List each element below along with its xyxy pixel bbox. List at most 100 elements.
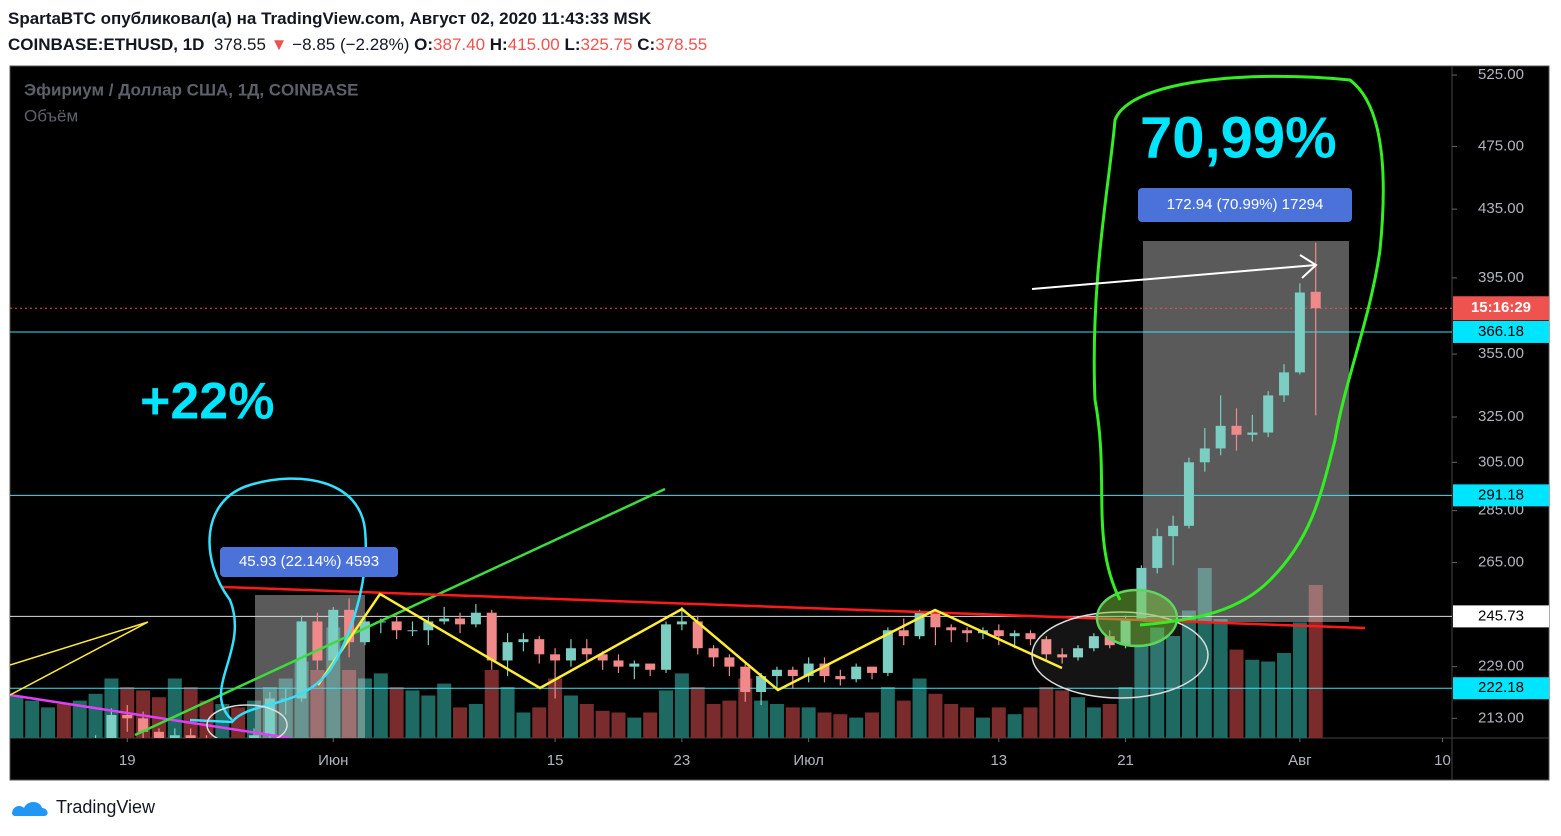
volume-bar bbox=[453, 707, 468, 738]
x-tick-label: Авг bbox=[1288, 752, 1312, 769]
volume-bar bbox=[389, 687, 404, 738]
annotation: +22% bbox=[140, 373, 274, 431]
price-label: 366.18 bbox=[1478, 323, 1524, 340]
candle-body bbox=[153, 731, 164, 738]
candle-body bbox=[1294, 292, 1305, 373]
volume-bar bbox=[1134, 644, 1149, 738]
volume-bar bbox=[516, 712, 531, 738]
candle-body bbox=[1199, 448, 1210, 463]
candle-body bbox=[328, 609, 339, 661]
countdown-box bbox=[1453, 296, 1549, 321]
volume-bar bbox=[437, 683, 452, 738]
candle-body bbox=[1073, 648, 1084, 658]
highlight-ellipse bbox=[206, 704, 288, 738]
volume-bar bbox=[833, 714, 848, 738]
header: SpartaBTC опубликовал(а) на TradingView.… bbox=[8, 6, 707, 58]
candle-body bbox=[993, 630, 1004, 637]
symbol: COINBASE:ETHUSD, 1D bbox=[8, 35, 205, 54]
volume-bar bbox=[896, 700, 911, 738]
volume-bar bbox=[183, 687, 198, 738]
o-label: O: bbox=[414, 35, 434, 54]
volume-bar bbox=[373, 673, 388, 738]
candle-body bbox=[1231, 425, 1242, 435]
volume-bar bbox=[548, 678, 563, 738]
candle-body bbox=[359, 621, 370, 643]
volume-bar bbox=[928, 693, 943, 738]
axes: 525.00 475.00 435.00 395.00 355.00 325.00 305.… bbox=[119, 66, 1549, 769]
candle-body bbox=[138, 718, 149, 732]
volume-bar bbox=[579, 704, 594, 738]
candle-body bbox=[565, 648, 576, 661]
logo-text: TradingView bbox=[56, 796, 156, 817]
candles bbox=[94, 242, 1321, 738]
candle-body bbox=[803, 663, 814, 677]
volume-bar bbox=[500, 687, 515, 738]
candle-body bbox=[106, 714, 117, 738]
legend-volume: Объём bbox=[24, 106, 78, 125]
chart-frame bbox=[9, 65, 1550, 781]
author-line: SpartaBTC опубликовал(а) на TradingView.… bbox=[8, 9, 652, 28]
volume-bar bbox=[1102, 704, 1117, 738]
price-label-box bbox=[1453, 605, 1549, 628]
candle-body bbox=[756, 676, 767, 693]
measure-label-box bbox=[220, 547, 398, 577]
volume-bar bbox=[41, 707, 56, 738]
candle-body bbox=[1041, 639, 1052, 655]
l-label: L: bbox=[564, 35, 581, 54]
volume-bar bbox=[817, 712, 832, 738]
candle-body bbox=[771, 669, 782, 677]
close: 378.55 bbox=[655, 35, 708, 54]
price-label-box bbox=[1453, 677, 1549, 700]
candle-body bbox=[502, 642, 513, 661]
x-tick-label: 23 bbox=[674, 752, 691, 769]
y-tick-label: 265.00 bbox=[1478, 554, 1524, 571]
volume-bar bbox=[72, 700, 87, 738]
trend-line bbox=[10, 693, 291, 738]
volume-bar bbox=[421, 695, 436, 738]
candle-body bbox=[249, 735, 260, 738]
volume-bar bbox=[769, 704, 784, 738]
arrow bbox=[1031, 264, 1317, 290]
candle-body bbox=[1168, 525, 1179, 537]
volume-bar bbox=[468, 704, 483, 738]
volume-bar bbox=[754, 700, 769, 738]
volume-bar bbox=[167, 678, 182, 738]
volume-bar bbox=[849, 717, 864, 738]
candle-body bbox=[1057, 654, 1068, 658]
candle-body bbox=[613, 660, 624, 667]
volume-bar bbox=[1245, 659, 1260, 738]
candle-body bbox=[264, 698, 275, 736]
annotation: 70,99% bbox=[1140, 105, 1337, 170]
change: −8.85 (−2.28%) bbox=[292, 35, 410, 54]
low: 325.75 bbox=[580, 35, 633, 54]
candle-body bbox=[439, 618, 450, 622]
candle-body bbox=[962, 630, 973, 634]
candle-body bbox=[835, 676, 846, 680]
candle-body bbox=[898, 630, 909, 637]
candle-body bbox=[645, 663, 656, 670]
candle-body bbox=[1215, 425, 1226, 449]
candle-body bbox=[1088, 636, 1099, 649]
volume-bar bbox=[880, 687, 895, 738]
y-tick-label: 525.00 bbox=[1478, 66, 1524, 83]
y-tick-label: 213.00 bbox=[1478, 709, 1524, 726]
candle-body bbox=[423, 621, 434, 631]
volume-bar bbox=[231, 707, 246, 738]
candle-body bbox=[1009, 633, 1020, 637]
volume-bar bbox=[1023, 707, 1038, 738]
volume-bar bbox=[1118, 687, 1133, 738]
candle-body bbox=[867, 666, 878, 673]
arrow: ▼ bbox=[270, 35, 288, 54]
x-tick-label: Июл bbox=[793, 752, 823, 769]
candle-body bbox=[740, 666, 751, 693]
candle-body bbox=[1263, 395, 1274, 433]
x-tick-label: 19 bbox=[119, 752, 136, 769]
candle-body bbox=[629, 663, 640, 667]
volume-bar bbox=[357, 678, 372, 738]
candle-body bbox=[1104, 636, 1115, 646]
candle-body bbox=[708, 648, 719, 658]
open: 387.40 bbox=[433, 35, 486, 54]
countdown: 15:16:29 bbox=[1471, 299, 1531, 316]
measure-label: 172.94 (70.99%) 17294 bbox=[1167, 196, 1324, 213]
